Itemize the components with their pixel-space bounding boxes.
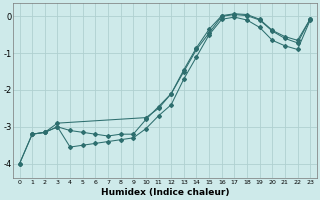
X-axis label: Humidex (Indice chaleur): Humidex (Indice chaleur)	[100, 188, 229, 197]
